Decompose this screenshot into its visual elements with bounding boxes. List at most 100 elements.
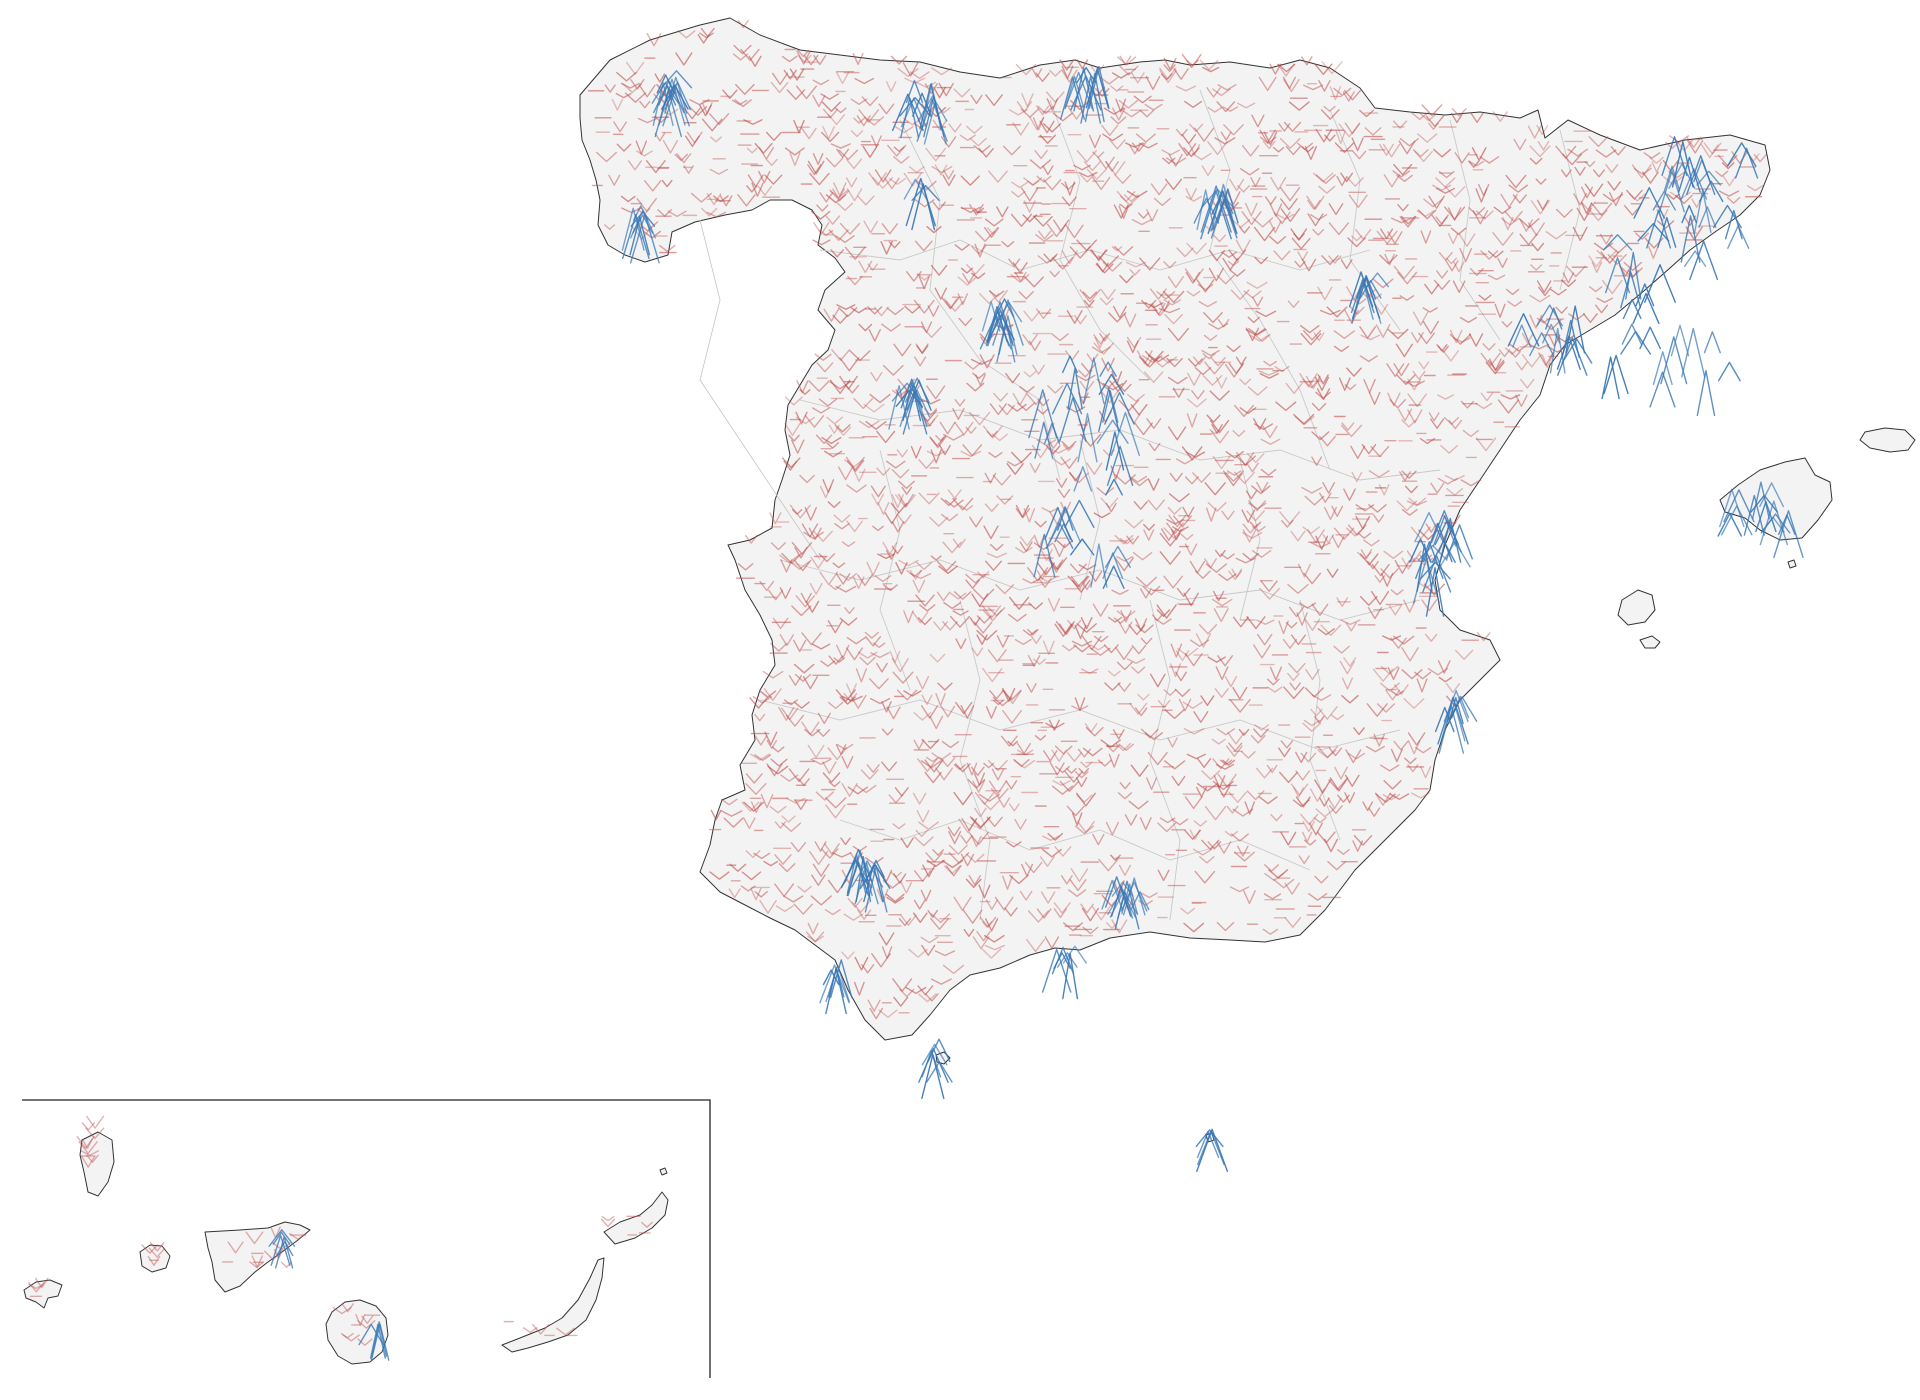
increase-glyph [1693, 189, 1712, 234]
decrease-glyph [1382, 143, 1401, 158]
decrease-glyph [920, 889, 932, 902]
decrease-glyph [1250, 734, 1266, 744]
decrease-glyph [1379, 682, 1400, 692]
decrease-glyph [1425, 115, 1445, 128]
decrease-glyph [522, 1327, 538, 1334]
decrease-glyph [1446, 487, 1464, 496]
decrease-glyph [1412, 311, 1429, 326]
decrease-glyph [1159, 67, 1177, 80]
decrease-glyph [1236, 102, 1256, 109]
decrease-glyph [910, 573, 932, 580]
decrease-glyph [838, 149, 859, 161]
decrease-glyph [1081, 907, 1099, 922]
decrease-glyph [969, 516, 983, 528]
decrease-glyph [853, 981, 865, 996]
decrease-glyph [920, 760, 942, 769]
decrease-glyph [1193, 820, 1208, 827]
decrease-glyph [1055, 621, 1075, 635]
decrease-glyph [1160, 528, 1177, 541]
decrease-glyph [1285, 382, 1303, 395]
decrease-glyph [1004, 907, 1018, 917]
increase-glyph [1419, 561, 1451, 580]
decrease-glyph [948, 123, 962, 133]
decrease-glyph [1032, 364, 1045, 375]
decrease-glyph [1303, 719, 1321, 727]
increase-glyph [1717, 361, 1741, 382]
decrease-glyph [1336, 175, 1348, 187]
decrease-glyph [644, 180, 662, 192]
decrease-glyph [1046, 98, 1059, 111]
decrease-glyph [1753, 153, 1767, 163]
decrease-glyph [913, 870, 932, 882]
decrease-glyph [1101, 357, 1115, 372]
decrease-glyph [1010, 213, 1033, 227]
decrease-glyph [788, 675, 803, 686]
decrease-glyph [1492, 111, 1508, 122]
decrease-glyph [601, 1216, 615, 1222]
decrease-glyph [1163, 261, 1177, 269]
decrease-glyph [1053, 902, 1071, 914]
decrease-glyph [1147, 499, 1166, 511]
decrease-glyph [815, 791, 834, 801]
decrease-glyph [844, 459, 864, 468]
decrease-glyph [978, 793, 1001, 802]
decrease-glyph [1243, 890, 1256, 905]
decrease-glyph [988, 289, 1008, 303]
decrease-glyph [1112, 72, 1131, 79]
decrease-glyph [1047, 447, 1070, 454]
decrease-glyph [1330, 714, 1345, 721]
decrease-glyph [826, 442, 840, 449]
decrease-glyph [1214, 137, 1236, 145]
decrease-glyph [697, 34, 710, 44]
decrease-glyph [743, 801, 765, 812]
decrease-glyph [1300, 324, 1320, 334]
decrease-glyph [1387, 392, 1401, 407]
decrease-glyph [1726, 196, 1741, 204]
decrease-glyph [892, 823, 906, 830]
decrease-glyph [920, 321, 933, 334]
decrease-glyph [1480, 250, 1499, 260]
decrease-glyph [1432, 148, 1452, 158]
decrease-glyph [1746, 185, 1764, 192]
decrease-glyph [1390, 690, 1404, 697]
decrease-glyph [1311, 402, 1327, 412]
decrease-glyph [970, 766, 985, 777]
decrease-glyph [797, 778, 810, 787]
decrease-glyph [1300, 333, 1322, 346]
decrease-glyph [1360, 549, 1373, 560]
decrease-glyph [342, 1334, 360, 1342]
decrease-glyph [1280, 198, 1298, 211]
decrease-glyph [828, 424, 840, 434]
decrease-glyph [1118, 99, 1139, 109]
decrease-glyph [1239, 378, 1252, 386]
increase-glyph [825, 968, 847, 1015]
decrease-glyph [1359, 109, 1374, 118]
decrease-glyph [1262, 425, 1278, 439]
decrease-glyph [1224, 472, 1243, 487]
decrease-glyph [945, 865, 962, 877]
increase-glyph [274, 1236, 294, 1269]
decrease-glyph [992, 699, 1004, 706]
decrease-glyph [1165, 157, 1187, 165]
increase-glyph [891, 93, 924, 132]
decrease-glyph [791, 439, 805, 454]
decrease-glyph [1535, 178, 1547, 185]
decrease-glyph [1519, 219, 1534, 232]
increase-glyph [1034, 421, 1054, 459]
decrease-glyph [969, 617, 981, 626]
decrease-glyph [1167, 737, 1178, 748]
decrease-glyph [960, 853, 975, 867]
decrease-glyph [1259, 129, 1276, 144]
decrease-glyph [1202, 374, 1223, 386]
decrease-glyph [850, 130, 864, 138]
decrease-glyph [1163, 527, 1185, 539]
decrease-glyph [1043, 123, 1062, 133]
decrease-glyph [1449, 329, 1463, 344]
decrease-glyph [1596, 297, 1614, 303]
decrease-glyph [890, 502, 908, 514]
decrease-glyph [1336, 597, 1349, 607]
decrease-glyph [1293, 413, 1315, 425]
decrease-glyph [884, 177, 900, 190]
decrease-glyph [807, 160, 825, 175]
decrease-glyph [1082, 747, 1103, 757]
